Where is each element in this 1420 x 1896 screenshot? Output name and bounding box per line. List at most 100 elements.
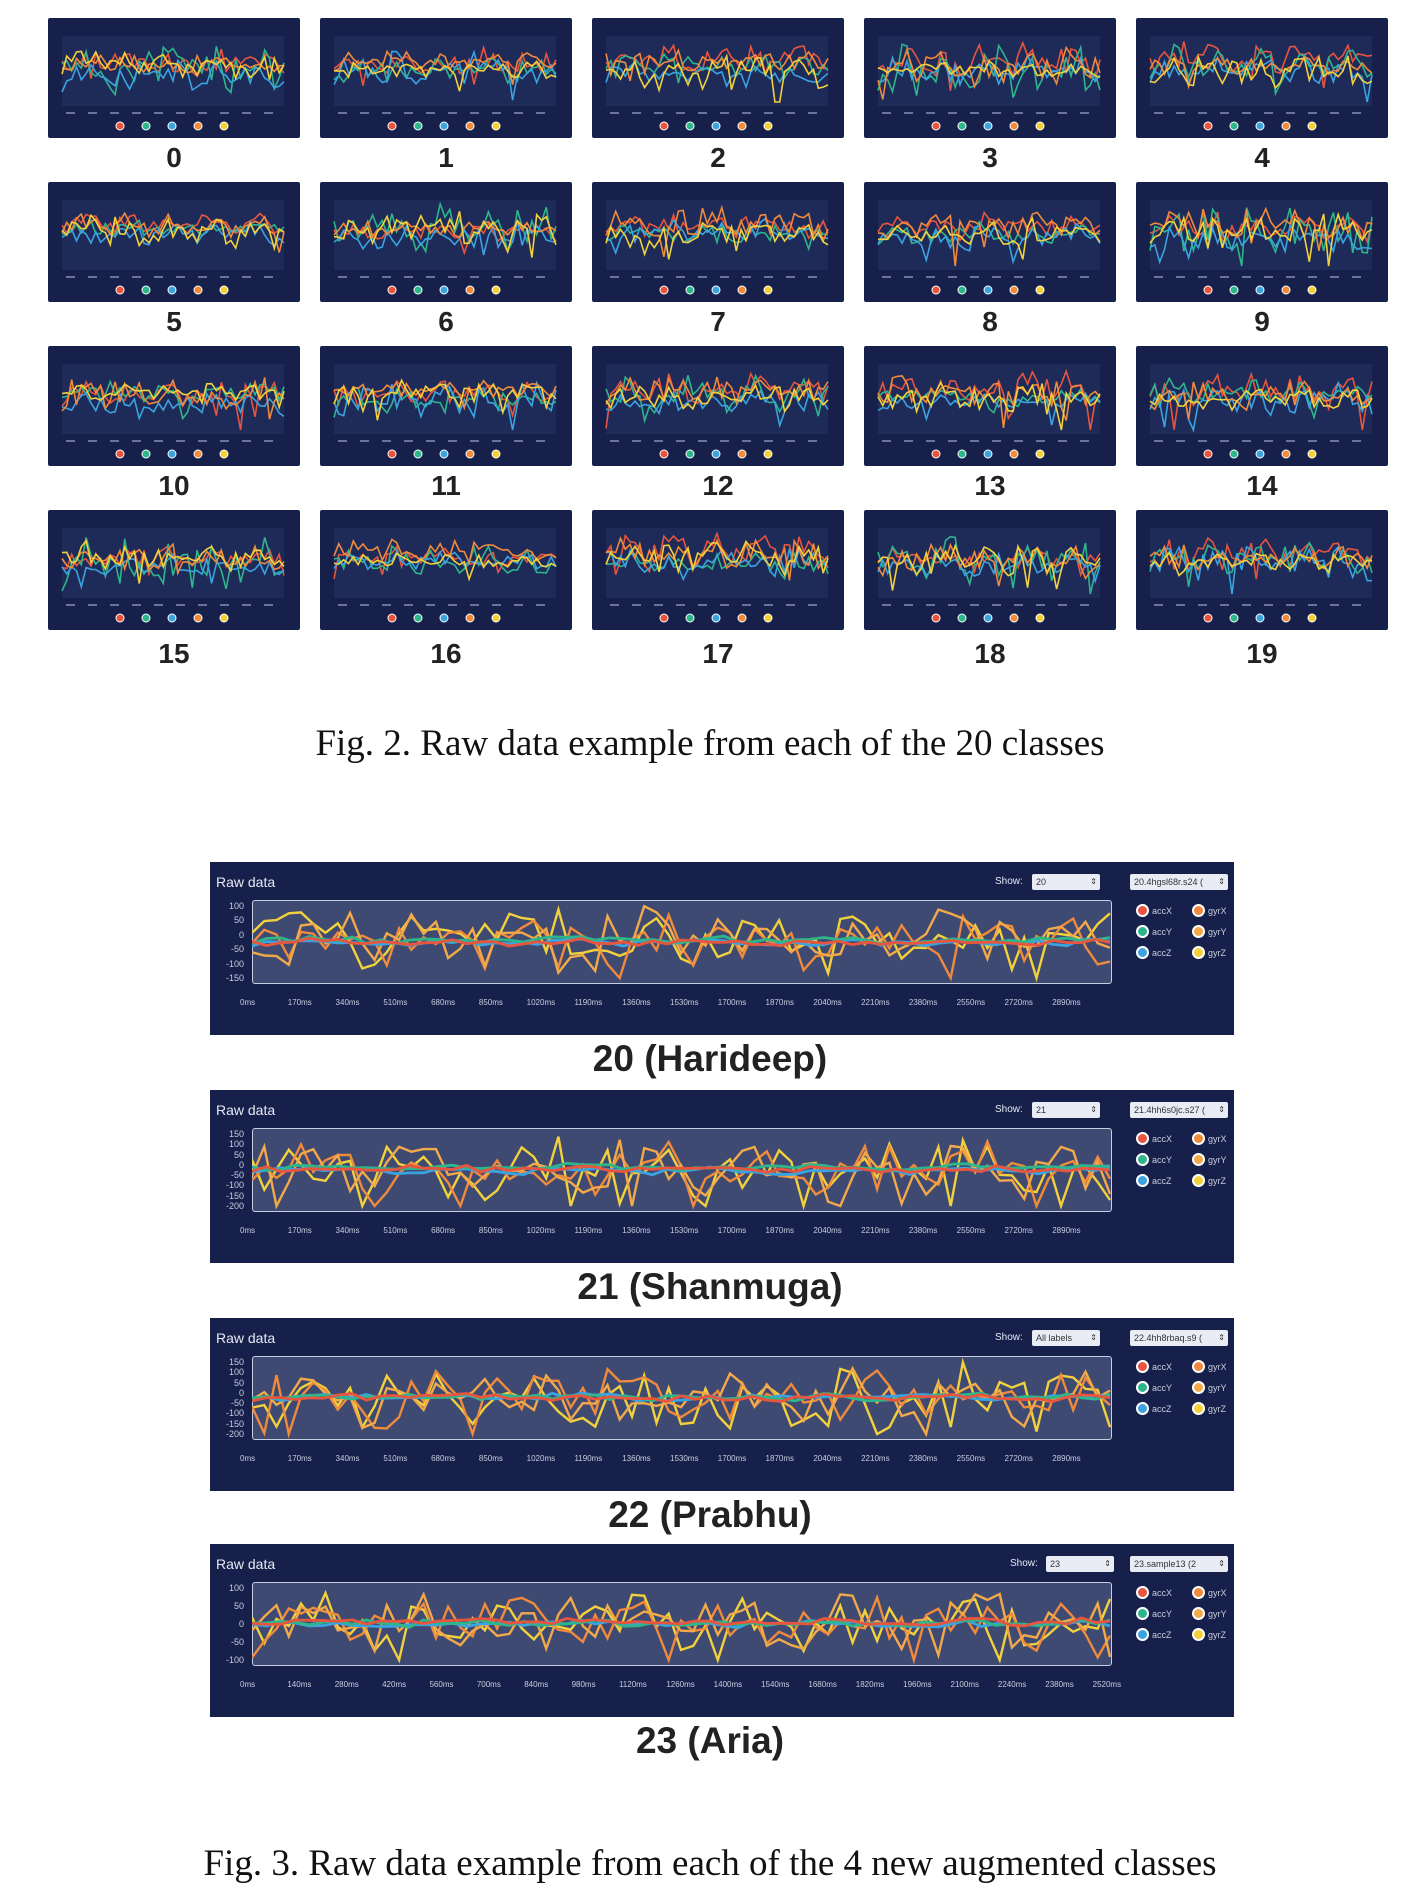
legend-toggle-icon <box>1136 1607 1149 1620</box>
legend-toggle-icon <box>1192 1628 1205 1641</box>
legend-item-accZ[interactable]: accZ <box>1136 1628 1172 1641</box>
legend-item-gyrZ[interactable]: gyrZ <box>1192 946 1226 959</box>
legend-dot <box>141 285 151 295</box>
legend-item-gyrX[interactable]: gyrX <box>1192 904 1227 917</box>
mini-chart-panel <box>1136 18 1388 138</box>
legend-item-gyrX[interactable]: gyrX <box>1192 1586 1227 1599</box>
x-tick <box>514 440 523 442</box>
x-tick-label: 1700ms <box>717 1454 747 1463</box>
legend-item-accX[interactable]: accX <box>1136 904 1172 917</box>
series-line <box>877 380 1101 431</box>
x-tick <box>1286 604 1295 606</box>
legend-item-accY[interactable]: accY <box>1136 925 1172 938</box>
x-tick-label: 340ms <box>335 998 360 1007</box>
legend-item-gyrY[interactable]: gyrY <box>1192 1607 1227 1620</box>
updown-arrow-icon: ⇕ <box>1218 1333 1225 1342</box>
x-tick-label: 2890ms <box>1052 998 1081 1007</box>
legend-toggle-icon <box>1192 1402 1205 1415</box>
mini-chart-lines <box>877 36 1101 131</box>
legend-item-gyrY[interactable]: gyrY <box>1192 925 1227 938</box>
x-tick <box>992 276 1001 278</box>
x-tick <box>904 112 913 114</box>
x-tick <box>66 440 75 442</box>
x-tick <box>154 440 163 442</box>
legend-item-accY[interactable]: accY <box>1136 1381 1172 1394</box>
raw-data-panel-23: Raw data Show: 23 ⇕ 23.sample13 (2 ⇕ 100 50 0 -50… <box>210 1544 1234 1717</box>
mini-chart-panel <box>592 182 844 302</box>
legend-item-accX[interactable]: accX <box>1136 1132 1172 1145</box>
legend-item-accZ[interactable]: accZ <box>1136 1402 1172 1415</box>
legend-item-gyrY[interactable]: gyrY <box>1192 1381 1227 1394</box>
x-tick <box>1176 604 1185 606</box>
x-tick <box>220 276 229 278</box>
updown-arrow-icon: ⇕ <box>1218 877 1225 886</box>
x-tick <box>764 604 773 606</box>
legend-item-gyrX[interactable]: gyrX <box>1192 1132 1227 1145</box>
fig3-caption: Fig. 3. Raw data example from each of th… <box>203 1843 1217 1884</box>
x-tick <box>514 112 523 114</box>
x-tick <box>176 112 185 114</box>
sample-select[interactable]: 21.4hh6s0jc.s27 (⇕ <box>1130 1102 1228 1118</box>
sample-select[interactable]: 23.sample13 (2 ⇕ <box>1130 1556 1228 1572</box>
mini-chart-panel <box>48 182 300 302</box>
mini-chart-panel <box>48 18 300 138</box>
legend-dot <box>931 285 941 295</box>
x-tick <box>742 440 751 442</box>
x-tick <box>1080 112 1089 114</box>
legend-item-accY[interactable]: accY <box>1136 1153 1172 1166</box>
legend-item-accX[interactable]: accX <box>1136 1360 1172 1373</box>
legend-item-gyrZ[interactable]: gyrZ <box>1192 1174 1226 1187</box>
x-tick-label: 2100ms <box>950 1680 979 1689</box>
y-tick-label: -150 <box>225 1190 244 1201</box>
legend-dot <box>167 121 177 131</box>
legend-dot <box>763 121 773 131</box>
series-line <box>877 52 1101 88</box>
show-select[interactable]: 23 ⇕ <box>1046 1556 1114 1572</box>
series-line <box>606 551 829 581</box>
mini-chart-lines <box>61 528 285 623</box>
x-tick <box>470 276 479 278</box>
series-line <box>877 216 1101 260</box>
x-tick-label: 2720ms <box>1004 1226 1033 1235</box>
x-tick <box>470 112 479 114</box>
x-tick <box>492 604 501 606</box>
series-line <box>877 211 1101 267</box>
updown-arrow-icon: ⇕ <box>1218 1559 1225 1568</box>
x-tick <box>970 440 979 442</box>
x-tick <box>242 440 251 442</box>
sample-select[interactable]: 20.4hgsl68r.s24 (⇕ <box>1130 874 1228 890</box>
legend-dot <box>737 449 747 459</box>
legend-dot <box>711 285 721 295</box>
legend-dot <box>685 613 695 623</box>
x-tick <box>176 440 185 442</box>
x-tick-label: 1020ms <box>526 1454 556 1463</box>
show-select[interactable]: 20 ⇕ <box>1032 874 1100 890</box>
x-tick <box>360 112 369 114</box>
x-tick <box>242 604 251 606</box>
series-line <box>605 222 829 252</box>
legend-dot <box>491 449 501 459</box>
x-tick <box>198 112 207 114</box>
series-line <box>333 211 557 258</box>
legend-item-accY[interactable]: accY <box>1136 1607 1172 1620</box>
show-select[interactable]: 21 ⇕ <box>1032 1102 1100 1118</box>
x-tick <box>904 276 913 278</box>
sample-select[interactable]: 22.4hh8rbaq.s9 (⇕ <box>1130 1330 1228 1346</box>
legend-item-gyrX[interactable]: gyrX <box>1192 1360 1227 1373</box>
x-tick <box>654 276 663 278</box>
legend-item-gyrZ[interactable]: gyrZ <box>1192 1402 1226 1415</box>
legend-item-accZ[interactable]: accZ <box>1136 946 1172 959</box>
legend-label: gyrY <box>1208 1154 1227 1165</box>
signal-line <box>252 1139 1112 1210</box>
x-tick <box>1308 112 1317 114</box>
series-line <box>61 45 285 97</box>
x-tick-label: 1020ms <box>526 998 556 1007</box>
signal-line <box>252 904 1111 976</box>
legend-item-gyrY[interactable]: gyrY <box>1192 1153 1227 1166</box>
series-line <box>605 60 829 90</box>
legend-item-accZ[interactable]: accZ <box>1136 1174 1172 1187</box>
series-line <box>1149 551 1372 577</box>
legend-item-accX[interactable]: accX <box>1136 1586 1172 1599</box>
legend-item-gyrZ[interactable]: gyrZ <box>1192 1628 1226 1641</box>
show-select[interactable]: All labels ⇕ <box>1032 1330 1100 1346</box>
